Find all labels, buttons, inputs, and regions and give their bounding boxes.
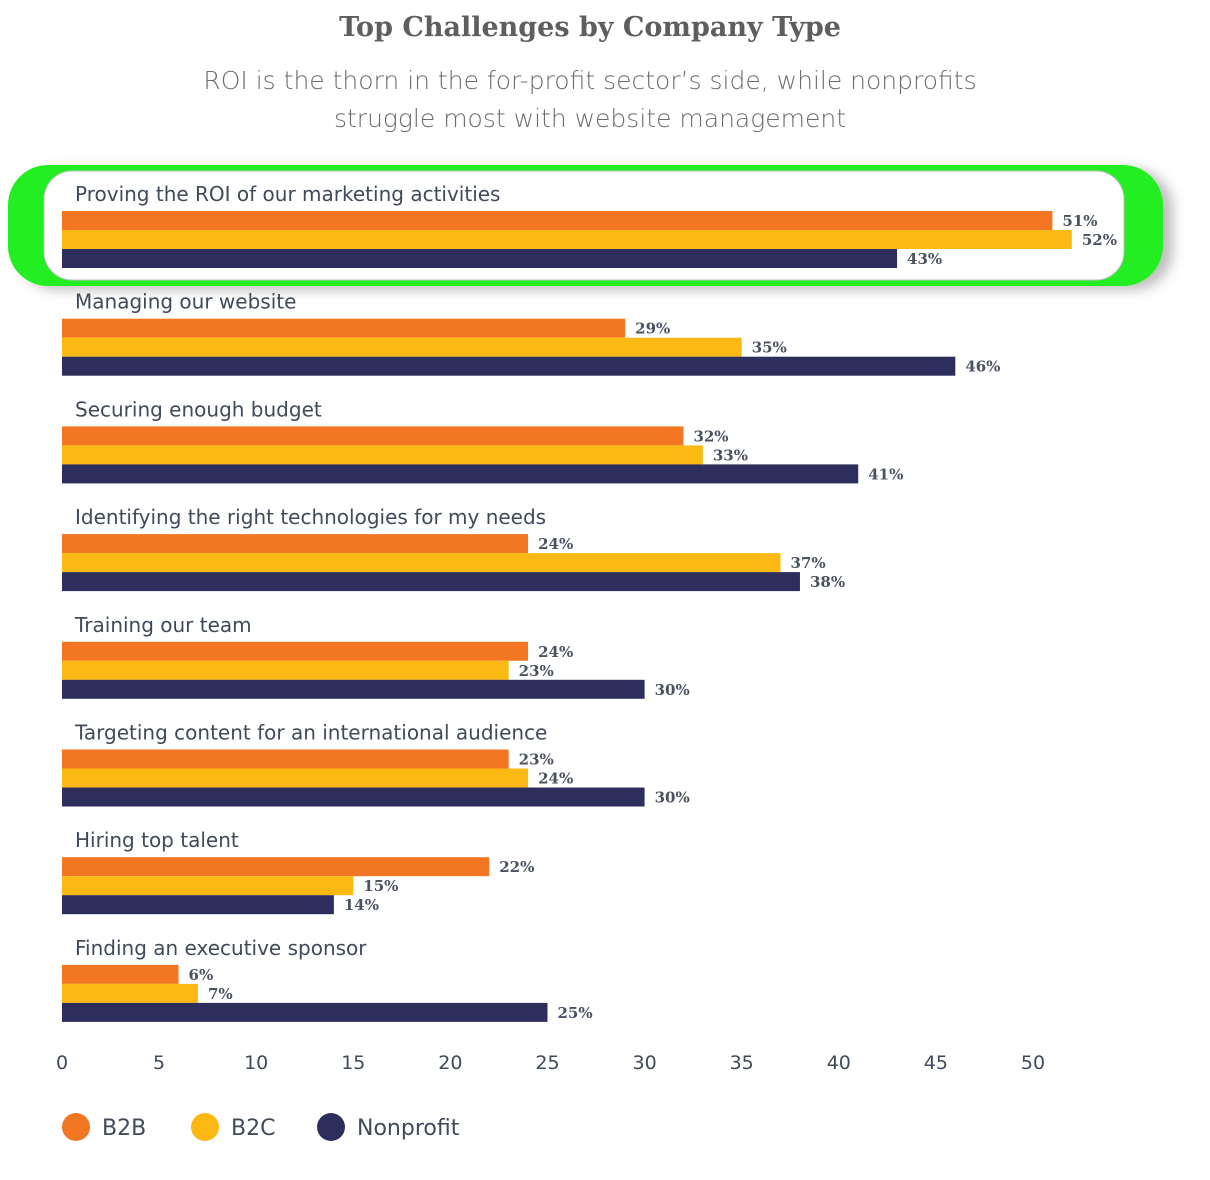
data-label: 22% [499,858,534,876]
x-tick-label: 30 [633,1052,657,1074]
bar-b2b [62,534,529,554]
data-label: 32% [693,427,728,445]
x-tick-label: 45 [924,1052,948,1074]
legend-swatch [62,1113,90,1141]
data-label: 30% [655,681,690,699]
data-label: 7% [208,985,233,1003]
data-label: 15% [363,877,398,895]
category-label: Targeting content for an international a… [74,721,547,745]
bar-b2c [62,983,198,1003]
data-label: 37% [791,554,826,572]
data-label: 41% [868,465,903,483]
x-tick-label: 25 [535,1052,559,1074]
data-label: 33% [713,446,748,464]
bar-nonprofit [62,1002,548,1022]
legend-swatch [317,1113,345,1141]
category-label: Identifying the right technologies for m… [75,505,546,529]
category-label: Securing enough budget [75,397,322,421]
bar-b2c [62,768,529,788]
x-tick-label: 0 [56,1052,68,1074]
data-label: 30% [655,789,690,807]
data-label: 43% [907,250,942,268]
legend-label: B2C [231,1116,275,1141]
bar-b2b [62,641,529,661]
bar-nonprofit [62,679,645,699]
bar-b2c [62,445,703,465]
data-label: 24% [538,535,573,553]
bar-b2b [62,749,509,769]
x-tick-label: 10 [244,1052,268,1074]
x-tick-label: 15 [341,1052,365,1074]
bar-nonprofit [62,895,334,915]
bar-b2b [62,211,1053,230]
data-label: 25% [558,1004,593,1022]
x-tick-label: 5 [153,1052,165,1074]
data-label: 46% [965,358,1000,376]
bar-nonprofit [62,249,898,268]
data-label: 51% [1062,212,1097,230]
chart-subtitle: ROI is the thorn in the for-profit secto… [190,62,990,138]
bar-b2c [62,230,1072,249]
data-label: 35% [752,339,787,357]
bar-nonprofit [62,464,859,484]
subtitle-line: struggle most with website management [333,104,847,133]
data-label: 24% [538,643,573,661]
bar-b2c [62,876,354,896]
data-label: 23% [519,751,554,769]
data-label: 23% [519,662,554,680]
subtitle-line: ROI is the thorn in the for-profit secto… [203,66,977,95]
x-tick-label: 20 [438,1052,462,1074]
legend-swatch [191,1113,219,1141]
bar-b2b [62,318,626,338]
data-label: 6% [189,966,214,984]
x-tick-label: 40 [827,1052,851,1074]
bar-nonprofit [62,572,800,592]
bar-nonprofit [62,787,645,807]
bar-b2b [62,426,684,446]
x-tick-label: 50 [1021,1052,1045,1074]
category-label: Finding an executive sponsor [75,936,367,960]
category-label: Hiring top talent [75,828,239,852]
bar-b2b [62,857,490,877]
data-label: 38% [810,573,845,591]
chart-title: Top Challenges by Company Type [339,12,841,43]
x-tick-label: 35 [730,1052,754,1074]
data-label: 29% [635,320,670,338]
data-label: 24% [538,770,573,788]
data-label: 14% [344,896,379,914]
category-label: Proving the ROI of our marketing activit… [75,182,500,206]
category-label: Managing our website [75,290,296,314]
legend-label: B2B [102,1116,146,1141]
bar-b2c [62,337,742,357]
bar-b2b [62,964,179,984]
data-label: 52% [1082,231,1117,249]
bar-b2c [62,660,509,680]
category-label: Training our team [74,613,252,637]
bar-b2c [62,553,781,573]
legend-label: Nonprofit [357,1116,460,1141]
bar-nonprofit [62,356,956,376]
